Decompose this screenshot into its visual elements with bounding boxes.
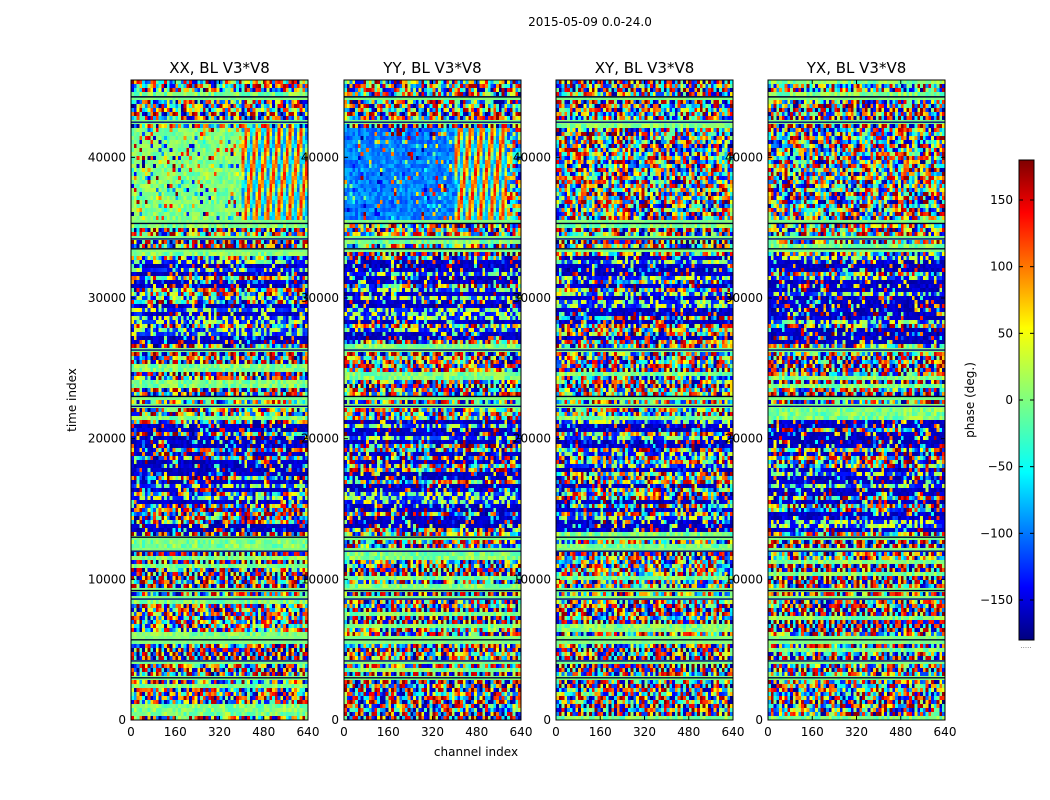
y-tick-label: 30000 <box>513 291 551 305</box>
colorbar-tick-label: −100 <box>980 526 1013 540</box>
y-axis-label: time index <box>65 368 79 432</box>
y-tick-label: 20000 <box>513 432 551 446</box>
x-axis-label: channel index <box>434 745 518 759</box>
heatmap-image-yy <box>344 80 521 720</box>
x-tick-label: 320 <box>845 725 868 739</box>
x-tick-label: 320 <box>421 725 444 739</box>
x-tick-label: 320 <box>208 725 231 739</box>
y-tick-label: 40000 <box>513 150 551 164</box>
colorbar-tick-label: 50 <box>998 326 1013 340</box>
x-tick-label: 320 <box>633 725 656 739</box>
y-tick-label: 30000 <box>88 291 126 305</box>
panel-xy: XY, BL V3*V8 0 160 320 480 640 0 10000 20000 3000… <box>513 59 745 739</box>
panel-title: YY, BL V3*V8 <box>382 59 481 77</box>
panel-title: XY, BL V3*V8 <box>595 59 695 77</box>
y-tick-label: 40000 <box>725 150 763 164</box>
y-tick-label: 10000 <box>725 572 763 586</box>
panel-xx: XX, BL V3*V8 0 160 320 480 640 0 10000 20000 3000… <box>88 59 320 739</box>
y-tick-label: 30000 <box>725 291 763 305</box>
x-tick-label: 480 <box>465 725 488 739</box>
y-tick-label: 20000 <box>725 432 763 446</box>
panel-title: XX, BL V3*V8 <box>169 59 270 77</box>
colorbar-tick-label: 150 <box>990 193 1013 207</box>
heatmap-image-xx <box>131 80 308 720</box>
colorbar-tick-label: 0 <box>1005 393 1013 407</box>
x-tick-label: 160 <box>164 725 187 739</box>
y-tick-label: 10000 <box>88 572 126 586</box>
y-tick-label: 30000 <box>301 291 339 305</box>
x-tick-label: 0 <box>127 725 135 739</box>
x-tick-label: 640 <box>722 725 745 739</box>
colorbar-label: phase (deg.) <box>963 362 977 438</box>
panel-yx: YX, BL V3*V8 0 160 320 480 640 0 10000 20000 3000… <box>725 59 957 739</box>
x-tick-label: 160 <box>801 725 824 739</box>
y-tick-label: 0 <box>543 713 551 727</box>
heatmap-image-yx <box>768 80 945 720</box>
y-tick-label: 10000 <box>301 572 339 586</box>
x-tick-label: 480 <box>889 725 912 739</box>
colorbar: 150 100 50 0 −50 −100 −150 phase (deg.) ..... <box>963 159 1035 650</box>
panels-group: XX, BL V3*V8 0 160 320 480 640 0 10000 20000 3000… <box>88 59 957 739</box>
panel-title: YX, BL V3*V8 <box>806 59 907 77</box>
x-tick-label: 640 <box>934 725 957 739</box>
y-tick-label: 20000 <box>301 432 339 446</box>
y-tick-label: 10000 <box>513 572 551 586</box>
y-tick-label: 20000 <box>88 432 126 446</box>
colorbar-ticks: 150 100 50 0 −50 −100 −150 <box>980 193 1034 607</box>
x-tick-label: 0 <box>764 725 772 739</box>
heatmap-image-xy <box>556 80 733 720</box>
x-tick-label: 640 <box>297 725 320 739</box>
x-tick-label: 0 <box>340 725 348 739</box>
panel-yy: YY, BL V3*V8 0 160 320 480 640 0 10000 20000 3000… <box>301 59 533 739</box>
colorbar-tick-label: −150 <box>980 593 1013 607</box>
x-tick-label: 0 <box>552 725 560 739</box>
x-tick-label: 480 <box>252 725 275 739</box>
colorbar-tick-label: 100 <box>990 260 1013 274</box>
y-tick-label: 0 <box>755 713 763 727</box>
colorbar-footer: ..... <box>1020 642 1031 650</box>
x-tick-label: 480 <box>677 725 700 739</box>
y-tick-label: 0 <box>118 713 126 727</box>
figure-suptitle: 2015-05-09 0.0-24.0 <box>528 15 652 29</box>
x-tick-label: 160 <box>589 725 612 739</box>
y-tick-label: 0 <box>331 713 339 727</box>
x-tick-label: 160 <box>377 725 400 739</box>
y-tick-label: 40000 <box>301 150 339 164</box>
x-tick-label: 640 <box>510 725 533 739</box>
y-tick-label: 40000 <box>88 150 126 164</box>
colorbar-tick-label: −50 <box>988 460 1013 474</box>
